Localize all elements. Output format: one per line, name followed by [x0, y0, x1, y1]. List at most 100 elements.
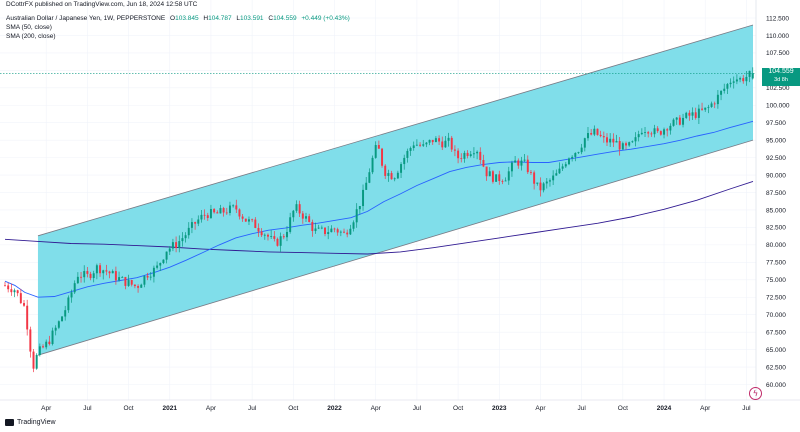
candle-body — [73, 283, 76, 293]
candle-body — [656, 128, 659, 132]
candle-body — [688, 112, 691, 116]
legend-title-row: Australian Dollar / Japanese Yen, 1W, PE… — [6, 15, 350, 23]
candle-body — [590, 133, 593, 135]
candle-body — [38, 346, 41, 355]
time-tick-label: Apr — [535, 405, 546, 412]
price-tick-label: 87.500 — [766, 190, 786, 197]
candle-body — [333, 228, 336, 230]
candle-body — [244, 218, 247, 222]
candle-body — [438, 138, 441, 142]
candle-body — [282, 236, 285, 238]
candle-body — [425, 142, 428, 145]
candle-body — [368, 172, 371, 183]
candle-body — [105, 270, 108, 272]
candle-body — [539, 182, 542, 191]
candle-body — [457, 150, 460, 159]
price-tick-label: 65.000 — [766, 347, 786, 354]
candle-body — [431, 139, 434, 143]
time-tick-label: Jul — [577, 405, 586, 412]
candle-body — [156, 265, 159, 268]
time-tick-label: Jul — [413, 405, 422, 412]
candle-body — [213, 209, 216, 213]
candle-body — [197, 219, 200, 224]
candle-body — [209, 209, 212, 218]
candle-body — [346, 232, 349, 235]
candle-body — [254, 219, 257, 228]
price-tick-label: 62.500 — [766, 364, 786, 371]
candle-body — [701, 108, 704, 110]
time-tick-label: Jul — [248, 405, 257, 412]
candle-body — [583, 138, 586, 148]
candle-body — [501, 181, 504, 182]
candle-body — [517, 160, 520, 166]
candle-body — [621, 143, 624, 150]
candle-body — [19, 293, 22, 304]
candle-body — [149, 276, 152, 278]
time-tick-label: 2024 — [657, 405, 672, 412]
price-tick-label: 92.500 — [766, 155, 786, 162]
candle-body — [381, 148, 384, 166]
candle-body — [723, 88, 726, 91]
open-key: O — [170, 15, 176, 22]
candle-body — [273, 236, 276, 239]
candle-body — [235, 205, 238, 210]
publisher-line: DCottrFX published on TradingView.com, J… — [6, 1, 198, 8]
candle-body — [751, 73, 754, 79]
candle-body — [488, 171, 491, 177]
channel-upper-line[interactable] — [37, 24, 754, 237]
candle-body — [320, 227, 323, 229]
sma200-legend[interactable]: SMA (200, close) — [6, 33, 56, 40]
candle-body — [596, 128, 599, 135]
candle-body — [647, 132, 650, 134]
high-value: 104.787 — [208, 15, 232, 22]
candle-body — [384, 165, 387, 176]
change-value: +0.449 (+0.43%) — [301, 15, 350, 22]
candle-body — [577, 152, 580, 153]
candle-body — [542, 183, 545, 191]
candle-body — [707, 106, 710, 108]
candle-body — [263, 234, 266, 236]
price-tick-label: 97.500 — [766, 120, 786, 127]
candle-body — [599, 134, 602, 137]
price-tick-label: 77.500 — [766, 260, 786, 267]
candle-body — [118, 277, 121, 281]
regression-channel[interactable] — [37, 24, 754, 356]
candle-body — [4, 285, 6, 287]
candle-body — [678, 117, 681, 125]
candle-body — [146, 275, 149, 278]
time-axis[interactable]: Apr Jul Oct 2021 Apr Jul Oct 2022 Apr Jul Oct 2023 A… — [41, 405, 751, 412]
candle-body — [580, 147, 583, 153]
price-tick-label: 67.500 — [766, 329, 786, 336]
candle-body — [520, 160, 523, 166]
candle-body — [552, 175, 555, 181]
candle-body — [523, 159, 526, 161]
price-tick-label: 72.500 — [766, 295, 786, 302]
candle-body — [130, 280, 133, 285]
candle-body — [491, 171, 494, 182]
tradingview-logo[interactable]: TradingView — [5, 419, 56, 426]
candle-body — [190, 222, 193, 228]
lightning-icon[interactable]: ϟ — [749, 387, 762, 400]
candle-body — [659, 131, 662, 135]
candle-body — [419, 144, 422, 146]
candle-body — [713, 103, 716, 105]
candle-body — [691, 112, 694, 116]
candle-body — [561, 166, 564, 169]
candle-body — [127, 280, 130, 286]
candle-body — [54, 327, 57, 331]
candle-body — [143, 275, 146, 285]
close-key: C — [268, 15, 274, 22]
candle-body — [64, 310, 67, 317]
candle-body — [644, 132, 647, 133]
sma50-legend[interactable]: SMA (50, close) — [6, 24, 52, 31]
candle-body — [422, 144, 425, 146]
candle-body — [412, 145, 415, 149]
candle-body — [99, 265, 102, 274]
candle-body — [42, 346, 45, 348]
candle-body — [444, 140, 447, 148]
candle-body — [409, 148, 412, 151]
candle-body — [228, 205, 231, 213]
channel-lower-line[interactable] — [37, 139, 754, 356]
last-price-badge: 104.559 3d 8h — [762, 68, 800, 87]
